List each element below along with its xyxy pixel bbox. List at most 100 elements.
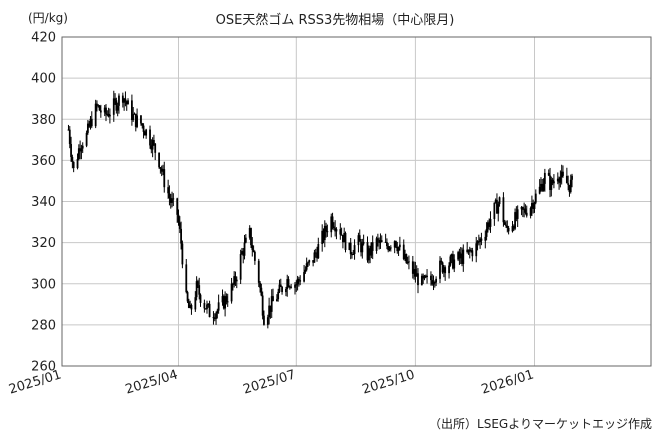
price-candle bbox=[88, 123, 91, 127]
price-candle bbox=[67, 129, 70, 131]
price-candle bbox=[431, 280, 434, 285]
price-candle bbox=[207, 303, 210, 305]
chart-title: OSE天然ゴム RSS3先物相場（中心限月) bbox=[216, 12, 455, 28]
price-candle bbox=[369, 248, 371, 256]
price-candle bbox=[340, 234, 343, 236]
price-candle bbox=[480, 238, 483, 241]
price-candle bbox=[396, 246, 399, 252]
price-candle bbox=[371, 242, 374, 251]
price-candle bbox=[502, 197, 505, 223]
price-candle bbox=[370, 242, 373, 256]
price-candle bbox=[479, 238, 482, 242]
price-candle bbox=[206, 304, 208, 310]
price-candle bbox=[230, 283, 233, 302]
price-candle bbox=[103, 107, 106, 113]
price-candle bbox=[395, 241, 397, 247]
price-candle bbox=[145, 129, 148, 136]
price-candle bbox=[353, 245, 356, 255]
price-candle bbox=[250, 228, 252, 246]
y-tick-label: 260 bbox=[31, 360, 56, 375]
price-candle bbox=[406, 262, 409, 264]
price-candle bbox=[212, 317, 215, 319]
price-candle bbox=[562, 171, 564, 176]
price-candle bbox=[99, 110, 102, 113]
price-candle bbox=[295, 284, 298, 286]
price-candle bbox=[330, 216, 333, 233]
price-candle bbox=[422, 275, 425, 279]
price-candle bbox=[158, 152, 160, 168]
price-candle bbox=[308, 260, 311, 263]
price-candle bbox=[89, 118, 92, 127]
price-candle bbox=[326, 231, 329, 233]
price-candle bbox=[521, 206, 524, 210]
price-candle bbox=[154, 143, 157, 153]
price-candle bbox=[442, 267, 445, 273]
price-candle bbox=[127, 100, 129, 105]
price-candle bbox=[142, 125, 145, 132]
price-candle bbox=[313, 252, 316, 263]
price-candle bbox=[251, 245, 254, 250]
price-candle bbox=[379, 240, 382, 243]
price-candle bbox=[285, 288, 287, 293]
price-candle bbox=[226, 301, 229, 303]
price-candle bbox=[80, 148, 83, 152]
price-candle bbox=[151, 139, 154, 150]
price-candle bbox=[471, 250, 474, 257]
price-candle bbox=[153, 139, 155, 144]
price-candle bbox=[458, 252, 461, 259]
price-candle bbox=[177, 214, 180, 223]
price-candle bbox=[415, 273, 418, 277]
price-candle bbox=[86, 123, 89, 133]
price-candle bbox=[488, 222, 491, 227]
price-candle bbox=[241, 251, 243, 255]
price-candle bbox=[484, 236, 487, 241]
price-candle bbox=[534, 193, 537, 203]
price-candle bbox=[186, 292, 189, 302]
price-candle bbox=[486, 222, 489, 229]
price-candle bbox=[361, 243, 364, 253]
price-candle bbox=[180, 228, 182, 244]
price-candle bbox=[257, 260, 260, 283]
price-candle bbox=[133, 113, 136, 115]
price-candle bbox=[199, 294, 202, 303]
price-candle bbox=[550, 179, 553, 190]
price-candle bbox=[439, 260, 441, 279]
price-candle bbox=[118, 95, 120, 106]
price-candle bbox=[404, 254, 406, 260]
price-candle bbox=[316, 253, 318, 259]
price-candle bbox=[322, 230, 325, 241]
y-tick-label: 420 bbox=[31, 31, 56, 46]
price-candle bbox=[225, 296, 228, 302]
price-candle bbox=[532, 203, 535, 210]
price-candle bbox=[523, 208, 526, 210]
price-candle bbox=[125, 101, 128, 105]
price-candle bbox=[231, 283, 234, 285]
price-candle bbox=[224, 296, 227, 309]
price-candle bbox=[453, 259, 456, 269]
price-candle bbox=[105, 107, 107, 115]
price-candle bbox=[81, 145, 84, 149]
price-candle bbox=[305, 263, 308, 270]
price-candle bbox=[269, 305, 272, 312]
price-candle bbox=[402, 244, 405, 260]
price-candle bbox=[459, 253, 462, 259]
price-candle bbox=[485, 228, 488, 237]
price-candle bbox=[397, 247, 400, 252]
price-candle bbox=[185, 264, 188, 293]
price-candle bbox=[362, 241, 365, 244]
price-candle bbox=[167, 187, 170, 194]
price-candle bbox=[97, 105, 100, 107]
price-candle bbox=[514, 212, 516, 229]
price-candle bbox=[344, 233, 347, 250]
price-candle bbox=[332, 226, 335, 229]
price-candle bbox=[560, 171, 563, 178]
price-candle bbox=[312, 260, 315, 263]
price-candle bbox=[235, 279, 238, 282]
price-candle bbox=[107, 113, 110, 117]
price-candle bbox=[417, 273, 419, 286]
price-candle bbox=[253, 251, 256, 261]
price-candle bbox=[85, 132, 88, 146]
price-candle bbox=[505, 224, 507, 226]
price-candle bbox=[260, 287, 263, 296]
